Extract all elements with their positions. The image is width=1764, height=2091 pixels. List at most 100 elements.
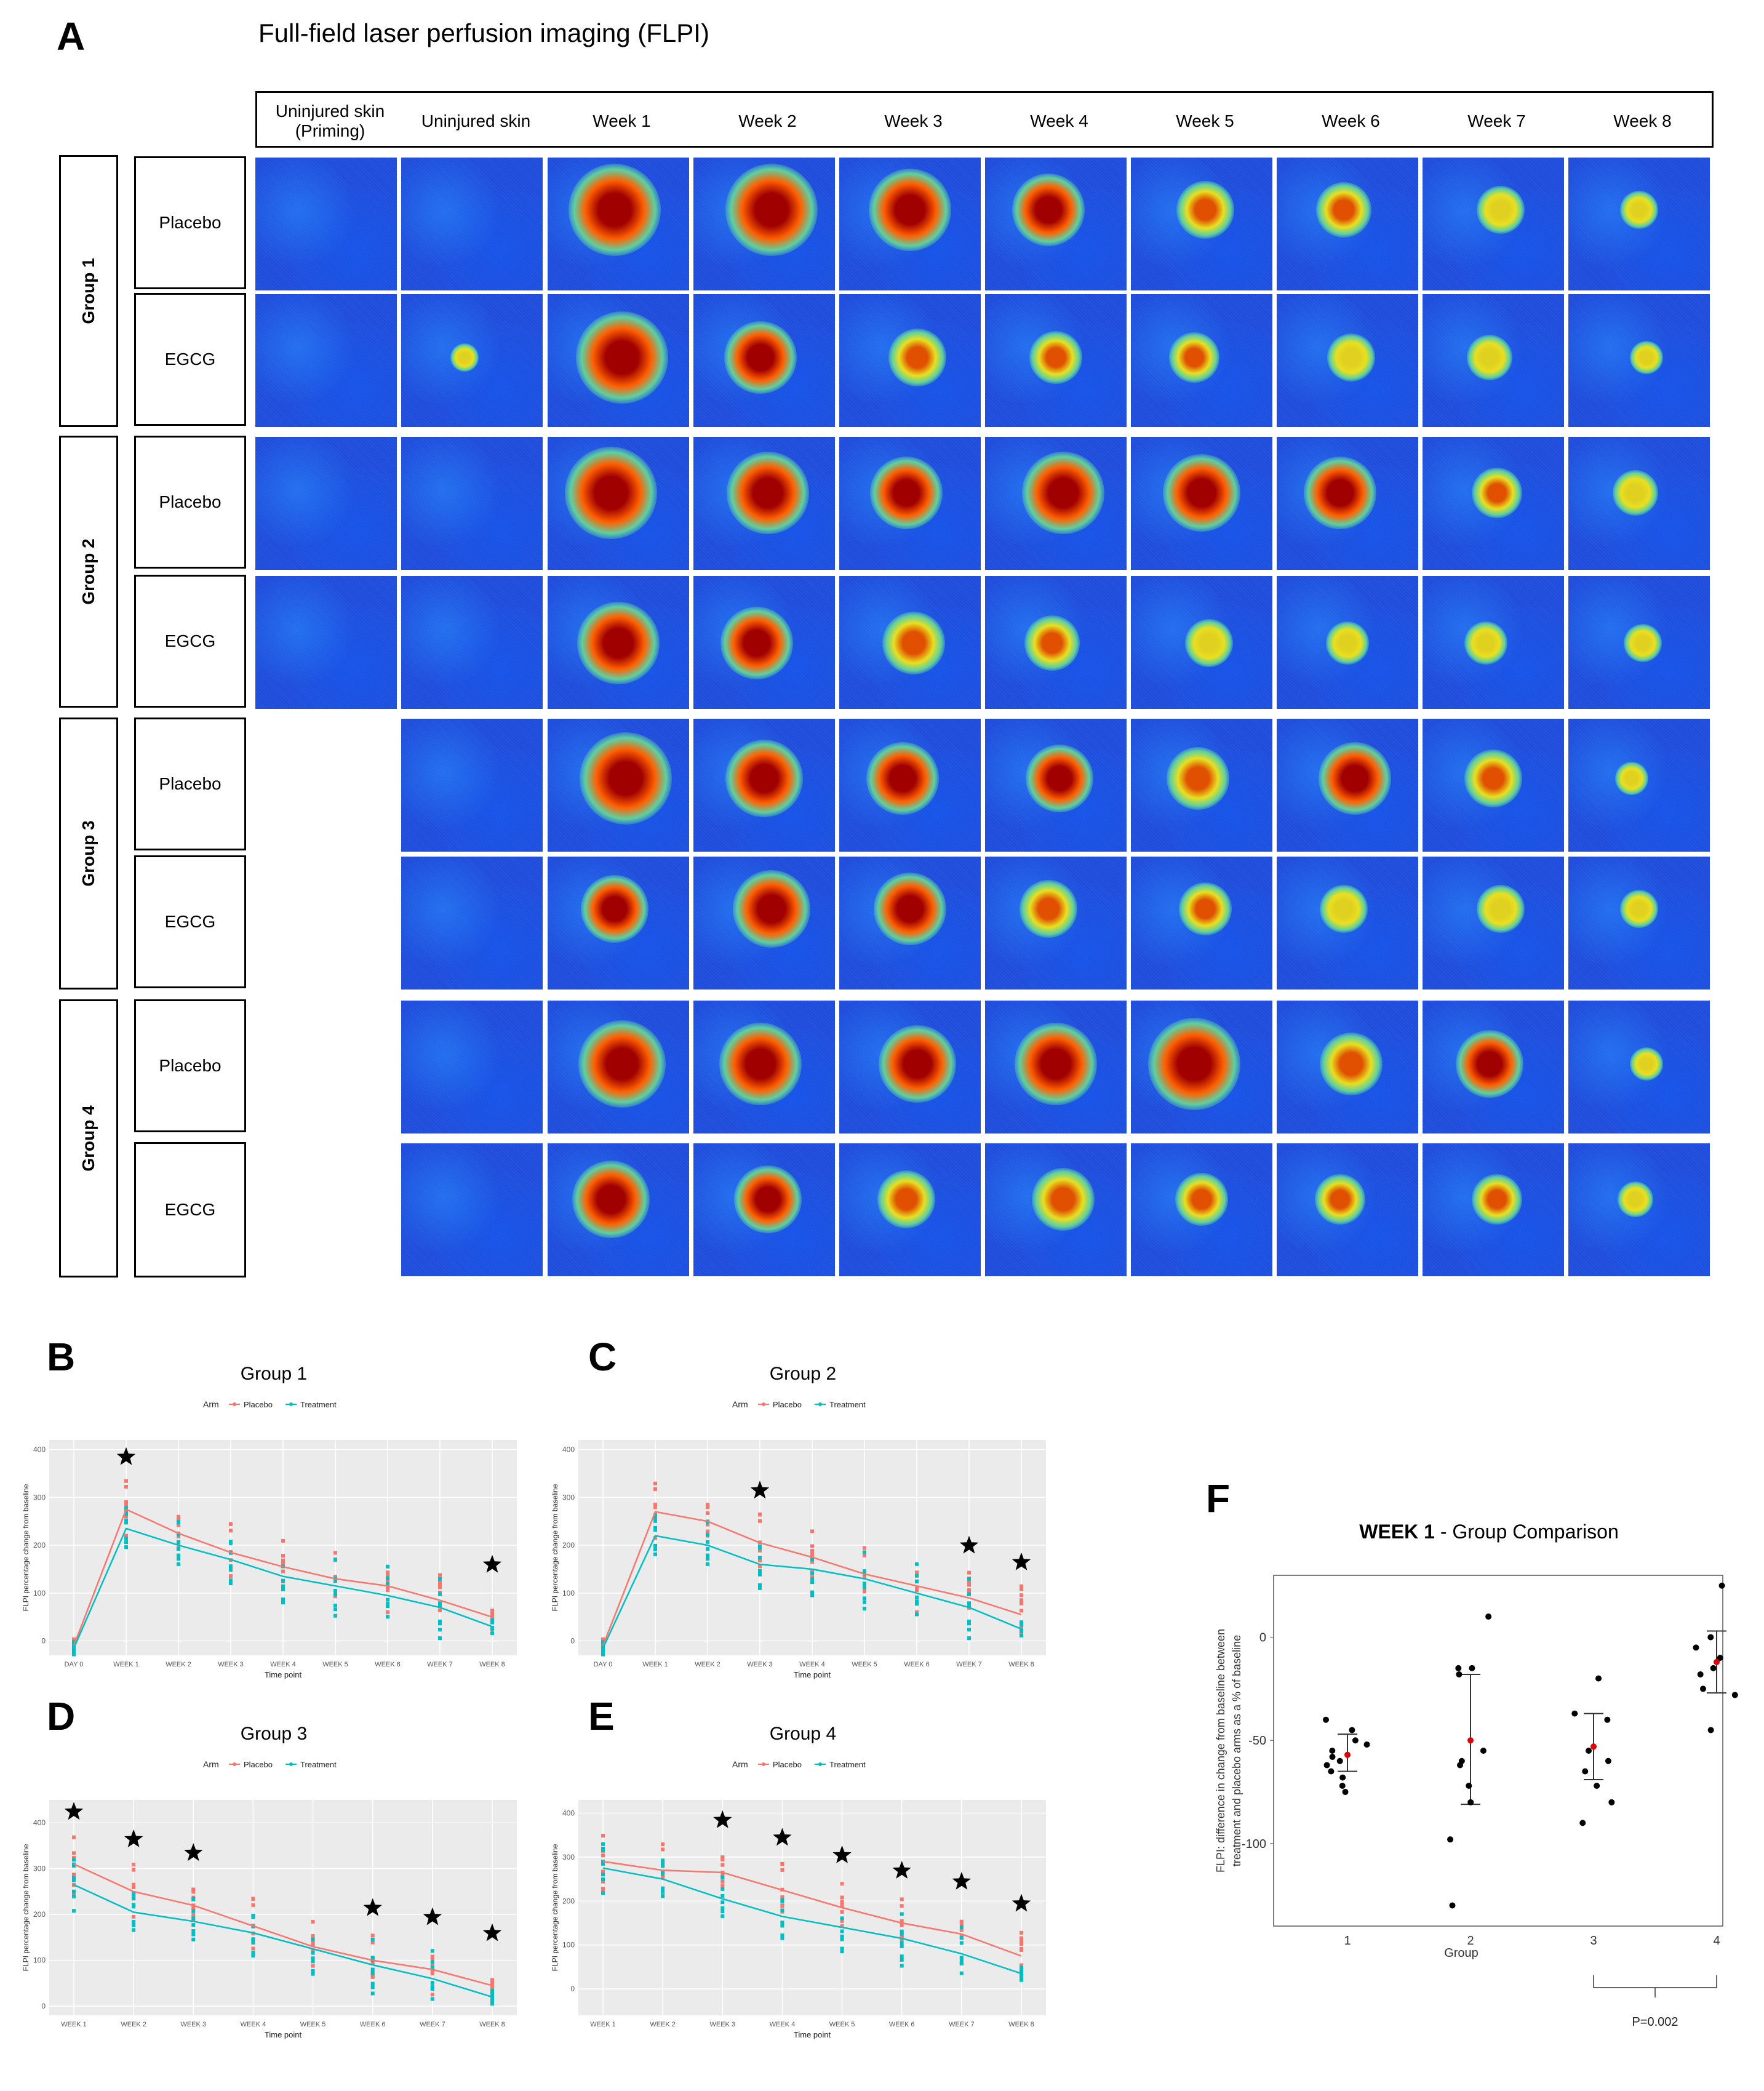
data-point [840, 1947, 844, 1951]
flpi-image-tile [1568, 1143, 1710, 1276]
data-point [1717, 1655, 1723, 1661]
flpi-image-tile [839, 1001, 981, 1133]
significance-star [959, 1535, 979, 1554]
data-point [706, 1511, 709, 1515]
significance-star [773, 1828, 792, 1846]
column-header-bar: Uninjured skin (Priming) Uninjured skin … [255, 91, 1714, 148]
data-point [780, 1921, 784, 1925]
data-point [386, 1604, 389, 1608]
perfusion-hotspot [569, 164, 661, 257]
data-point [653, 1519, 657, 1523]
data-point [1456, 1762, 1463, 1769]
y-tick-label: 0 [41, 1637, 46, 1645]
data-point [490, 1610, 494, 1615]
flpi-image-tile [1568, 294, 1710, 427]
y-tick-label: 300 [33, 1493, 46, 1501]
data-point [601, 1887, 605, 1891]
data-point [706, 1540, 709, 1544]
data-point [1455, 1665, 1462, 1671]
flpi-image-tile [548, 857, 689, 990]
perfusion-hotspot [1464, 750, 1522, 808]
perfusion-hotspot [1477, 885, 1525, 934]
perfusion-hotspot [1163, 454, 1240, 532]
data-point [1339, 1774, 1346, 1781]
y-tick-label: 100 [562, 1589, 575, 1597]
x-tick-label: WEEK 4 [770, 2021, 796, 2028]
data-point [311, 1919, 315, 1924]
data-point [810, 1593, 814, 1597]
y-tick-label: 400 [33, 1445, 46, 1454]
panel-d-letter: D [47, 1694, 76, 1738]
data-point [72, 1878, 76, 1882]
significance-star [482, 1554, 502, 1573]
data-point [124, 1519, 128, 1523]
x-tick-label: WEEK 7 [949, 2021, 975, 2028]
flpi-image-tile [1131, 1001, 1272, 1133]
data-point [1469, 1665, 1475, 1671]
data-point [1020, 1965, 1023, 1970]
y-tick-label: 200 [562, 1541, 575, 1549]
perfusion-hotspot [565, 447, 657, 540]
x-tick-label: WEEK 3 [180, 2021, 206, 2028]
data-point [72, 1894, 76, 1898]
plot-background [578, 1800, 1046, 2015]
data-point [132, 1862, 136, 1866]
data-point [1579, 1820, 1586, 1826]
significance-star [64, 1802, 84, 1820]
data-point [810, 1580, 814, 1585]
data-point [661, 1858, 665, 1863]
perfusion-hotspot [572, 1161, 650, 1239]
data-point [601, 1842, 605, 1846]
data-point [281, 1554, 285, 1558]
data-point [386, 1580, 389, 1584]
flpi-image-tile [1423, 1143, 1564, 1276]
series-line-placebo [73, 1863, 493, 1986]
data-point [720, 1887, 725, 1891]
data-point [124, 1540, 128, 1545]
plot-frame [1273, 1575, 1723, 1927]
series-line-placebo [73, 1508, 493, 1646]
data-point [1608, 1799, 1615, 1805]
x-tick-label: 3 [1590, 1934, 1597, 1948]
flpi-image-tile [839, 719, 981, 852]
perfusion-hotspot [581, 875, 649, 943]
data-point [601, 1846, 605, 1850]
perfusion-hotspot [870, 457, 943, 530]
data-point [311, 1964, 315, 1968]
data-point [281, 1578, 285, 1583]
y-axis-label: FLPI percentage change from baseline [551, 1484, 559, 1611]
x-axis-label: Time point [265, 2030, 302, 2039]
data-point [653, 1502, 657, 1506]
data-point [438, 1621, 442, 1626]
mean-point [1590, 1743, 1597, 1750]
data-point [251, 1940, 255, 1945]
series-line-treatment [73, 1527, 493, 1649]
col-week-5: Week 5 [1176, 111, 1234, 130]
perfusion-hotspot [719, 1023, 802, 1106]
arm-label: EGCG [134, 1142, 246, 1277]
data-point [720, 1900, 725, 1905]
data-point [370, 1956, 375, 1960]
data-point [1020, 1626, 1023, 1630]
perfusion-hotspot [1456, 1030, 1523, 1098]
flpi-image-tile [839, 857, 981, 990]
flpi-image-tile [1568, 1001, 1710, 1133]
chart-title: Group 4 [770, 1724, 836, 1744]
significance-star [482, 1923, 502, 1941]
col-week-7: Week 7 [1467, 111, 1526, 130]
x-tick-label: WEEK 4 [270, 1661, 296, 1668]
data-point [281, 1585, 285, 1589]
data-point [967, 1621, 971, 1626]
data-point [229, 1578, 233, 1583]
data-point [438, 1619, 442, 1623]
data-point [959, 1936, 964, 1940]
data-point [780, 1936, 784, 1940]
data-point [863, 1585, 866, 1589]
arm-label: Placebo [134, 718, 246, 850]
data-point [386, 1573, 389, 1577]
data-point [370, 1961, 375, 1965]
data-point [661, 1889, 665, 1893]
data-point [132, 1914, 136, 1919]
data-point [191, 1929, 196, 1933]
x-tick-label: WEEK 8 [1008, 1661, 1034, 1668]
